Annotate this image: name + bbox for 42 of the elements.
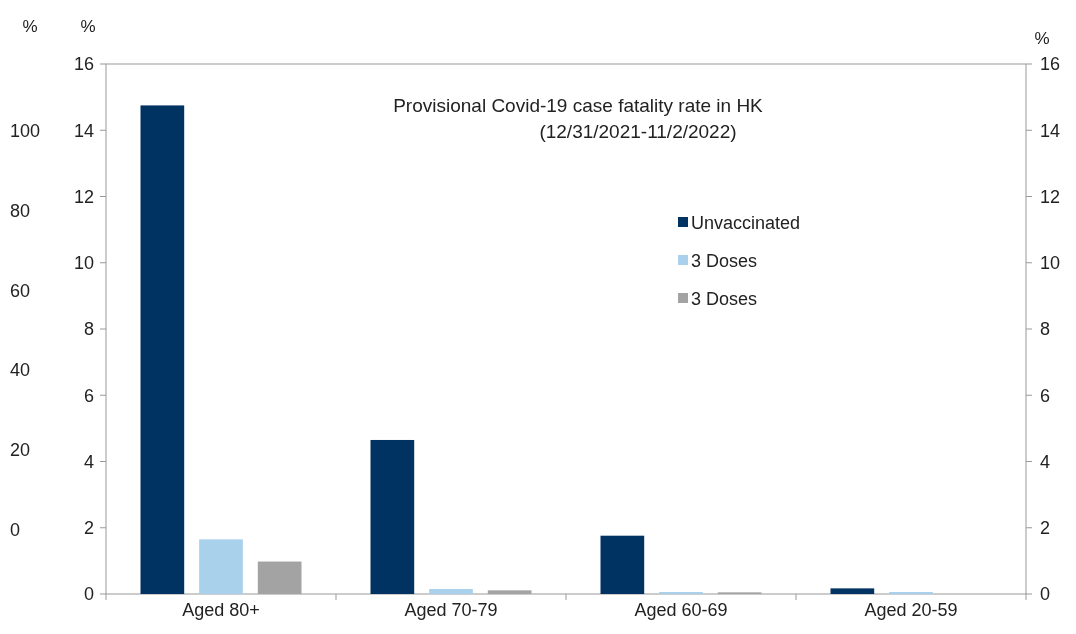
y-axis-title: %: [80, 17, 96, 36]
y3-tick-label: 100: [10, 121, 41, 142]
y2-tick-label: 2: [1040, 518, 1051, 539]
y3-tick-label: 60: [10, 280, 31, 301]
y-tick-label: 2: [83, 518, 94, 539]
y-tick-label: 16: [73, 54, 94, 75]
x-tick-label: Aged 80+: [182, 600, 260, 620]
y-tick-label: 12: [73, 186, 94, 207]
y-tick-label: 14: [73, 120, 94, 141]
y2-tick-label: 0: [1040, 584, 1051, 605]
bar: [830, 588, 875, 594]
bar: [370, 439, 415, 594]
y-tick-label: 4: [83, 451, 94, 472]
y2-axis-title: %: [1034, 29, 1050, 48]
legend-label: 3 Doses: [691, 251, 758, 272]
y-tick-label: 6: [83, 385, 94, 406]
y-tick-label: 0: [83, 584, 94, 605]
y3-tick-label: 0: [10, 519, 21, 540]
y3-axis-title: %: [22, 17, 38, 36]
y2-tick-label: 14: [1040, 120, 1061, 141]
y2-tick-label: 6: [1040, 385, 1051, 406]
bar: [429, 589, 473, 594]
y2-tick-label: 8: [1040, 319, 1051, 340]
y3-tick-label: 80: [10, 200, 31, 221]
y3-tick-label: 20: [10, 440, 31, 461]
legend-label: Unvaccinated: [691, 213, 801, 234]
x-tick-label: Aged 60-69: [634, 600, 728, 620]
bar: [600, 535, 645, 594]
x-tick-label: Aged 20-59: [864, 600, 958, 620]
y2-tick-label: 4: [1040, 451, 1051, 472]
y2-tick-label: 12: [1040, 186, 1061, 207]
legend-label: 3 Doses: [691, 289, 758, 310]
y2-tick-label: 16: [1040, 54, 1061, 75]
y2-tick-label: 10: [1040, 253, 1061, 274]
bar: [140, 105, 185, 594]
text: (12/31/2021-11/2/2022): [539, 121, 737, 142]
bar: [199, 539, 243, 594]
text: Provisional Covid-19 case fatality rate in HK: [393, 95, 764, 116]
y-tick-label: 8: [83, 319, 94, 340]
y3-tick-label: 40: [10, 360, 31, 381]
y-tick-label: 10: [73, 253, 94, 274]
x-tick-label: Aged 70-79: [404, 600, 498, 620]
